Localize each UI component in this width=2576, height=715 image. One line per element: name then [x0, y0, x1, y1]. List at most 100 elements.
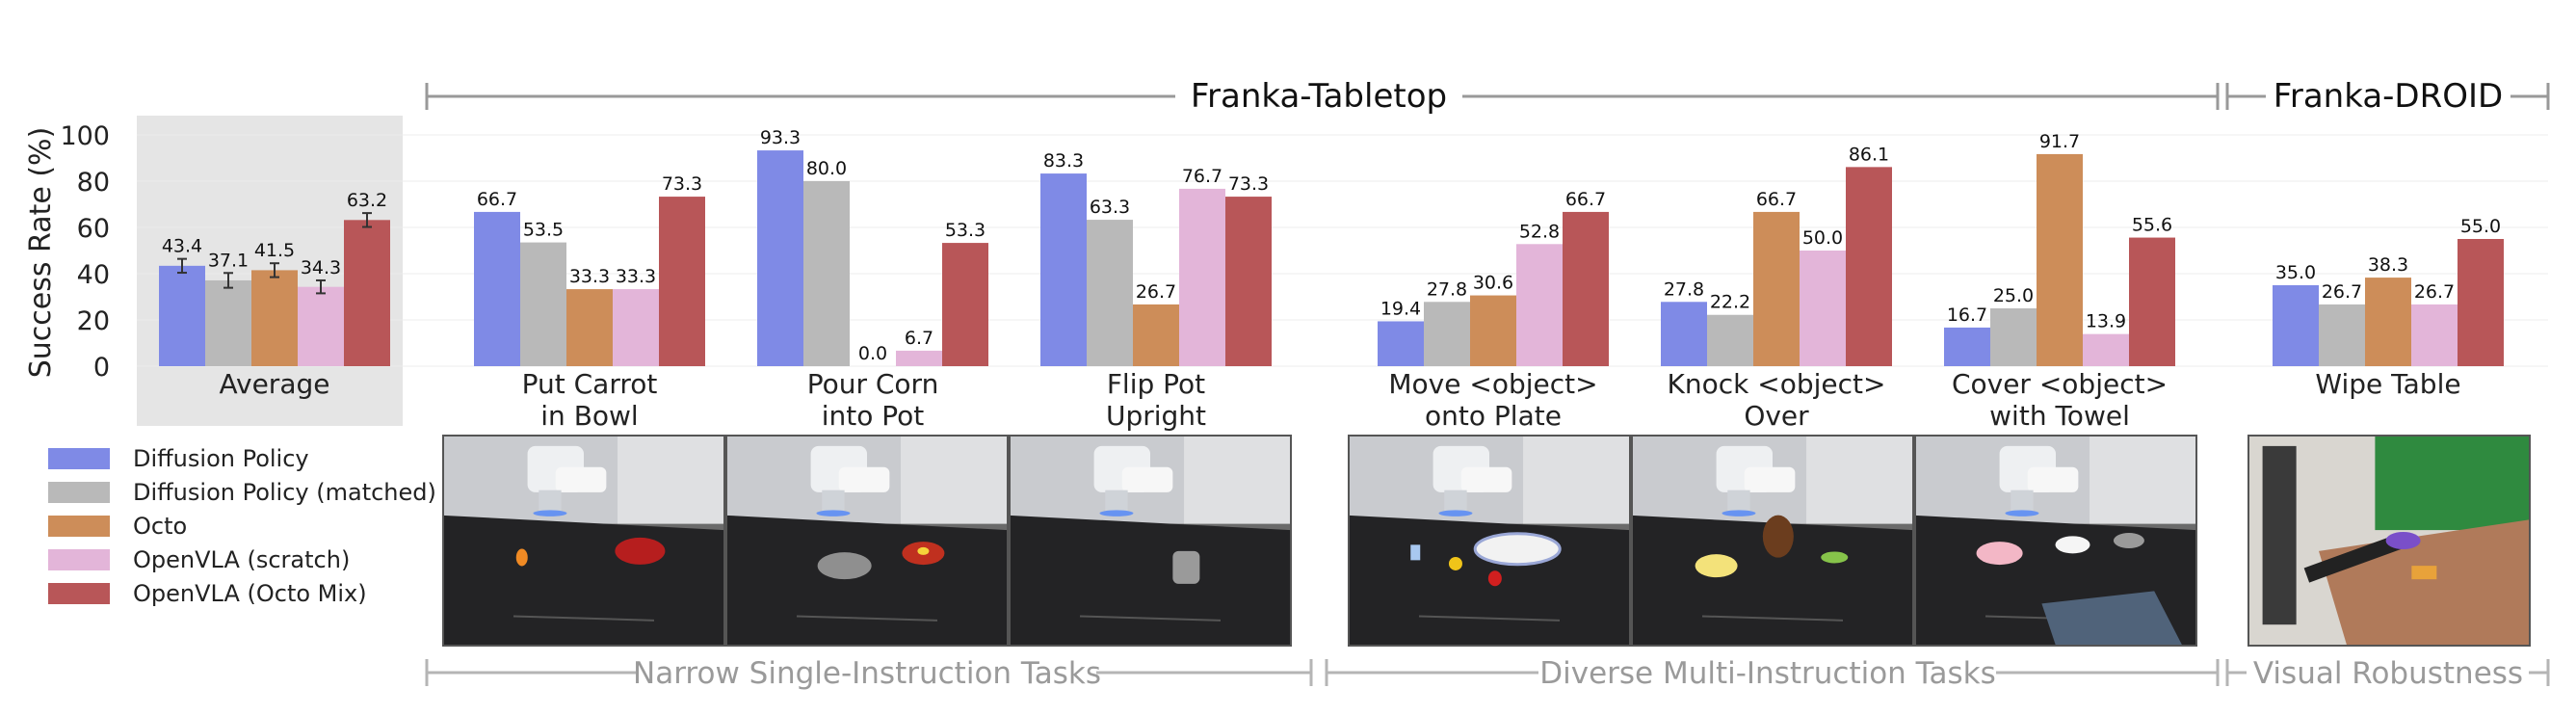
- y-tick-label: 100: [60, 121, 110, 151]
- data-label: 37.1: [208, 250, 249, 271]
- data-label: 25.0: [1993, 285, 2034, 306]
- category-label: Average: [220, 368, 330, 400]
- photo-robot-arm: [1460, 466, 1512, 492]
- photo-robot-gripper: [539, 490, 562, 512]
- category-label: with Towel: [1989, 400, 2130, 432]
- photo-border: [1009, 435, 1292, 647]
- photo-robot-gripper: [1105, 490, 1128, 512]
- y-tick-label: 20: [77, 306, 110, 336]
- photo-robot-gripper: [2011, 490, 2034, 512]
- data-label: 19.4: [1380, 298, 1421, 319]
- task-photo: [1914, 435, 2197, 647]
- photo-table-edge: [1701, 615, 1844, 622]
- bar: [205, 279, 251, 366]
- data-label: 76.7: [1182, 166, 1222, 187]
- photo-bowl: [615, 537, 666, 565]
- bar: [566, 289, 613, 366]
- data-label: 22.2: [1710, 292, 1750, 313]
- photo-sponge: [2411, 566, 2437, 580]
- y-tick-label: 40: [77, 260, 110, 290]
- data-label: 27.8: [1427, 278, 1467, 300]
- category-label: Put Carrot: [522, 368, 658, 400]
- photo-table: [443, 515, 724, 646]
- photo-towel: [2041, 591, 2183, 646]
- photo-wall-light: [1523, 436, 1630, 524]
- data-label: 33.3: [616, 266, 656, 287]
- data-label: 0.0: [858, 343, 887, 364]
- photo-bowl: [2055, 536, 2090, 554]
- category-label: onto Plate: [1425, 400, 1562, 432]
- photo-border: [1631, 435, 1914, 647]
- data-label: 27.8: [1664, 278, 1704, 300]
- data-label: 80.0: [806, 158, 847, 179]
- data-label: 73.3: [1228, 173, 1269, 195]
- y-tick-label: 80: [77, 168, 110, 198]
- photo-robot-light: [1099, 510, 1134, 516]
- photo-robot-gripper: [822, 490, 845, 512]
- photo-table: [1632, 515, 1913, 646]
- data-label: 53.3: [945, 220, 986, 241]
- data-label: 73.3: [662, 173, 702, 195]
- bar: [613, 289, 659, 366]
- bar: [1179, 188, 1225, 366]
- category-label: Cover <object>: [1952, 368, 2168, 400]
- bar: [159, 265, 205, 366]
- bar: [2411, 304, 2458, 366]
- bar: [1424, 302, 1470, 366]
- photo-green-screen: [2375, 436, 2530, 531]
- photo-robot-light: [1438, 510, 1473, 516]
- photo-robot-arm: [2303, 534, 2403, 583]
- bar: [520, 242, 566, 366]
- bar: [1470, 295, 1516, 366]
- group-label-narrow-tasks: Narrow Single-Instruction Tasks: [633, 656, 1101, 691]
- bar: [2365, 278, 2411, 366]
- category-label: Flip Pot: [1107, 368, 1205, 400]
- photo-robot-light: [816, 510, 851, 516]
- group-label-franka-droid: Franka-DROID: [2274, 77, 2503, 116]
- data-label: 66.7: [1756, 189, 1797, 210]
- bar: [1846, 167, 1892, 366]
- photo-toy: [1762, 515, 1794, 558]
- data-label: 13.9: [2086, 311, 2126, 332]
- bar: [1800, 251, 1846, 366]
- photo-border: [725, 435, 1009, 647]
- legend-label: Diffusion Policy: [133, 445, 309, 472]
- data-label: 26.7: [1136, 281, 1176, 303]
- data-label: 34.3: [301, 257, 341, 278]
- data-label: 91.7: [2039, 131, 2080, 152]
- category-label: Knock <object>: [1668, 368, 1886, 400]
- photo-border: [1914, 435, 2197, 647]
- category-label: in Bowl: [540, 400, 638, 432]
- photo-table-edge: [1418, 615, 1561, 622]
- task-photo: [1631, 435, 1914, 647]
- bar: [803, 181, 850, 366]
- legend-label: Octo: [133, 513, 187, 540]
- photo-robot-arm: [838, 466, 890, 492]
- photo-robot-gripper: [1727, 490, 1750, 512]
- task-photo: [442, 435, 725, 647]
- photo-wall-light: [1184, 436, 1291, 524]
- data-label: 63.2: [347, 190, 387, 211]
- task-photo: [1009, 435, 1292, 647]
- photo-robot-arm: [1744, 466, 1796, 492]
- bar: [1563, 211, 1609, 366]
- bar: [1661, 302, 1707, 366]
- data-label: 53.5: [523, 220, 564, 241]
- data-label: 33.3: [569, 266, 610, 287]
- bar: [1378, 321, 1424, 366]
- bar: [896, 350, 942, 366]
- legend-label: OpenVLA (Octo Mix): [133, 580, 367, 607]
- photo-robot-arm: [2262, 445, 2297, 625]
- bar: [659, 197, 705, 366]
- bar: [757, 150, 803, 366]
- group-label-visual-robustness: Visual Robustness: [2253, 656, 2523, 691]
- data-label: 41.5: [254, 240, 295, 261]
- bar: [2037, 153, 2083, 366]
- bar: [1516, 244, 1563, 366]
- photo-corn: [917, 546, 930, 555]
- legend-label: Diffusion Policy (matched): [133, 479, 436, 506]
- task-photo: [725, 435, 1009, 647]
- legend-swatch: [48, 549, 110, 570]
- photo-border: [442, 435, 725, 647]
- photo-border: [1348, 435, 1631, 647]
